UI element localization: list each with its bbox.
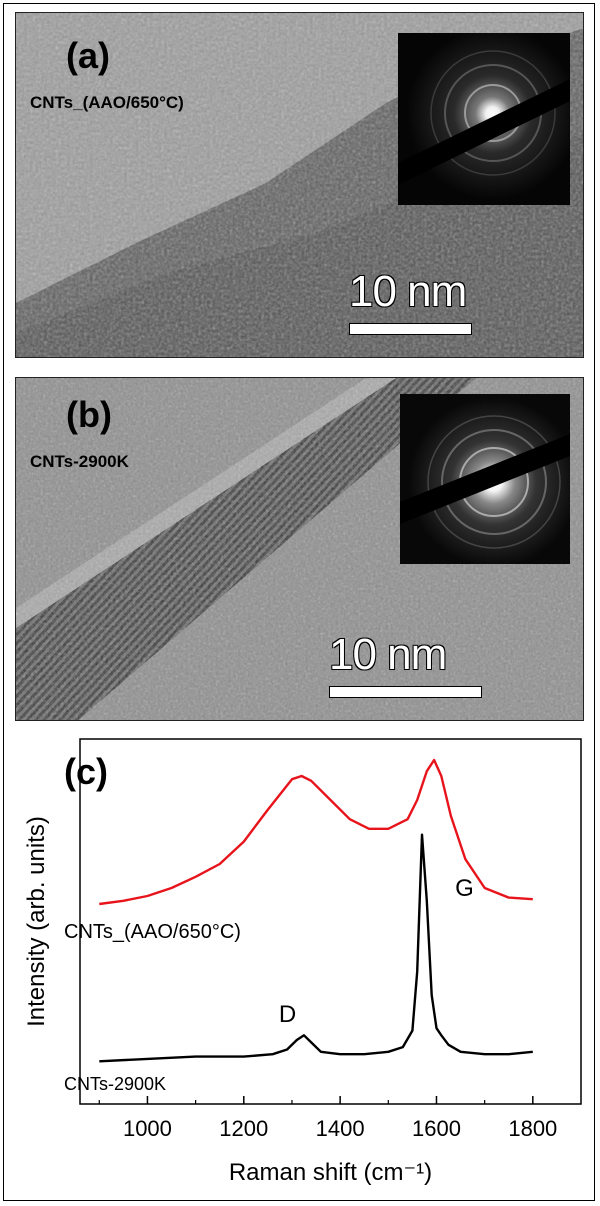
series-label: CNTs_(AAO/650°C) bbox=[64, 921, 241, 943]
tem-image-panel-a: (a) CNTs_(AAO/650°C) 10 nm bbox=[15, 12, 584, 358]
plot-frame bbox=[79, 738, 582, 1105]
diffraction-pattern-icon bbox=[398, 33, 570, 205]
figure-frame bbox=[3, 3, 595, 1201]
series-line bbox=[99, 758, 533, 906]
sample-label-a: CNTs_(AAO/650°C) bbox=[30, 93, 184, 112]
diffraction-pattern-icon bbox=[400, 394, 570, 564]
scale-bar-b bbox=[329, 686, 482, 698]
scale-bar-a bbox=[349, 323, 472, 335]
x-tick-label: 1200 bbox=[219, 1116, 268, 1141]
peak-annotation: D bbox=[279, 1001, 296, 1028]
x-tick-label: 1600 bbox=[412, 1116, 461, 1141]
scale-bar-label-a: 10 nm bbox=[349, 267, 467, 316]
panel-label-a: (a) bbox=[66, 35, 110, 76]
x-tick-label: 1800 bbox=[508, 1116, 557, 1141]
scale-bar-label-b: 10 nm bbox=[329, 630, 447, 679]
x-tick-label: 1000 bbox=[123, 1116, 172, 1141]
x-axis-label: Raman shift (cm⁻¹) bbox=[229, 1159, 432, 1186]
panel-label-c: (c) bbox=[64, 751, 108, 792]
x-tick-label: 1400 bbox=[316, 1116, 365, 1141]
peak-annotation: G bbox=[455, 875, 474, 902]
y-axis-label: Intensity (arb. units) bbox=[23, 816, 50, 1027]
series-line bbox=[99, 833, 533, 1063]
tem-image-panel-b: (b) CNTs-2900K 10 nm bbox=[15, 377, 584, 721]
panel-label-b: (b) bbox=[66, 394, 112, 435]
sample-label-b: CNTs-2900K bbox=[30, 452, 129, 471]
series-label: CNTs-2900K bbox=[64, 1074, 166, 1094]
